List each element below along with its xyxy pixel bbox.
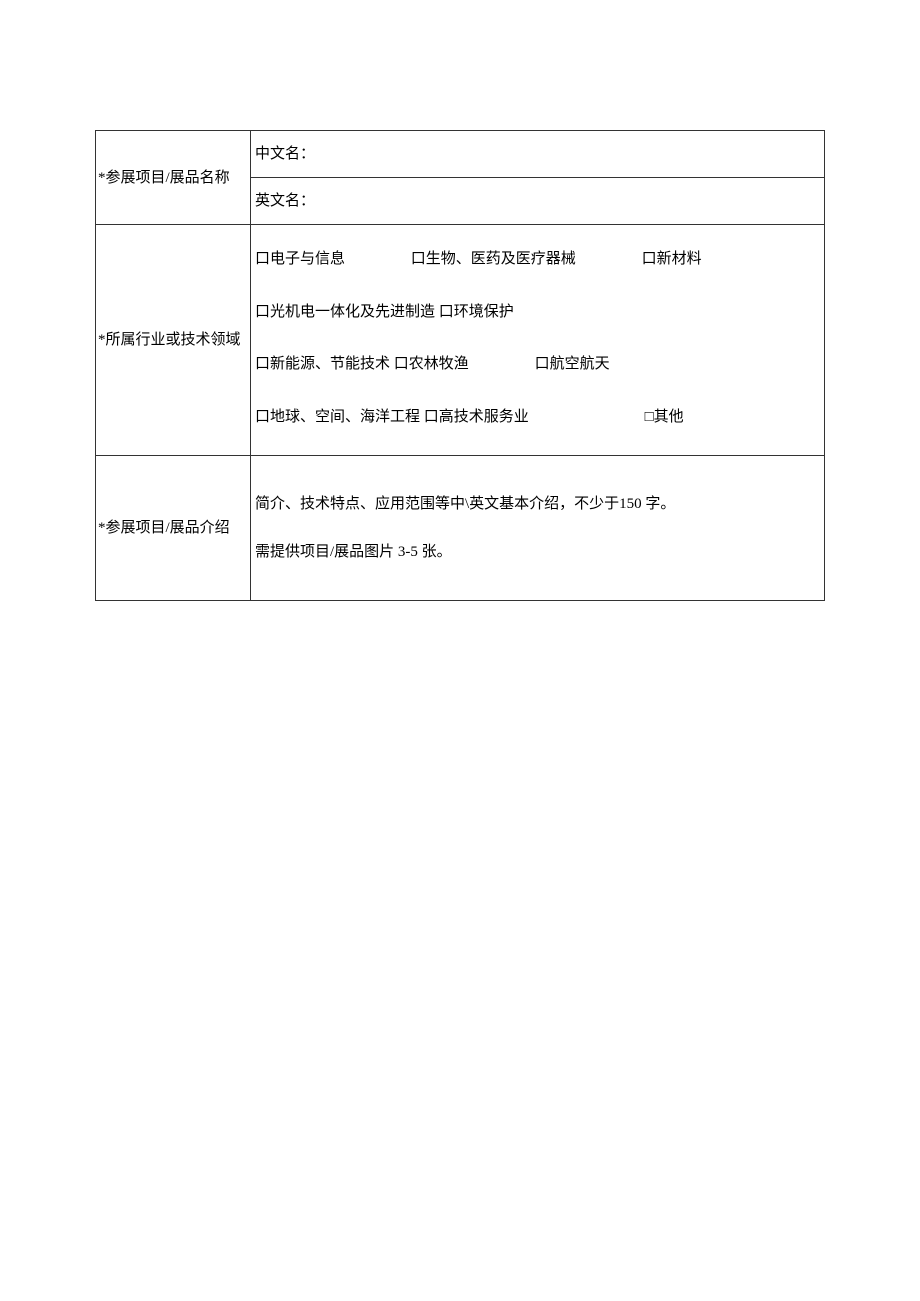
field-english-name[interactable]: 英文名：	[251, 178, 825, 225]
row-industry: *所属行业或技术领域 口电子与信息 口生物、医药及医疗器械 口新材料 口光机电一…	[96, 225, 825, 456]
checkbox-electronics[interactable]: 口	[255, 233, 270, 286]
intro-line-2: 需提供项目/展品图片 3-5 张。	[255, 528, 818, 576]
row-exhibit-intro: *参展项目/展品介绍 简介、技术特点、应用范围等中\英文基本介绍，不少于150 …	[96, 456, 825, 601]
opt-electronics: 电子与信息	[270, 251, 345, 267]
checkbox-aerospace[interactable]: 口	[535, 338, 550, 391]
opt-newmaterial: 新材料	[657, 251, 702, 267]
opt-newenergy: 新能源、节能技术	[270, 356, 390, 372]
option-line-3: 口新能源、节能技术 口农林牧渔 口航空航天	[255, 338, 818, 391]
checkbox-other[interactable]: □	[645, 391, 654, 444]
checkbox-env[interactable]: 口	[439, 286, 454, 339]
opt-hightech: 高技术服务业	[439, 409, 529, 425]
opt-aerospace: 航空航天	[550, 356, 610, 372]
opt-other: 其他	[654, 409, 684, 425]
checkbox-earth[interactable]: 口	[255, 391, 270, 444]
opt-earth: 地球、空间、海洋工程	[270, 409, 420, 425]
checkbox-hightech[interactable]: 口	[424, 391, 439, 444]
row-exhibit-name: *参展项目/展品名称 中文名：	[96, 131, 825, 178]
field-industry-options: 口电子与信息 口生物、医药及医疗器械 口新材料 口光机电一体化及先进制造 口环境…	[251, 225, 825, 456]
opt-env: 环境保护	[454, 304, 514, 320]
checkbox-agri[interactable]: 口	[394, 338, 409, 391]
label-industry: *所属行业或技术领域	[96, 225, 251, 456]
form-table: *参展项目/展品名称 中文名： 英文名： *所属行业或技术领域 口电子与信息 口…	[95, 130, 825, 601]
opt-agri: 农林牧渔	[409, 356, 469, 372]
checkbox-bio[interactable]: 口	[411, 233, 426, 286]
checkbox-newenergy[interactable]: 口	[255, 338, 270, 391]
label-exhibit-name: *参展项目/展品名称	[96, 131, 251, 225]
field-chinese-name[interactable]: 中文名：	[251, 131, 825, 178]
intro-line-1: 简介、技术特点、应用范围等中\英文基本介绍，不少于150 字。	[255, 480, 818, 528]
option-line-2: 口光机电一体化及先进制造 口环境保护	[255, 286, 818, 339]
opt-bio: 生物、医药及医疗器械	[426, 251, 576, 267]
checkbox-optomech[interactable]: 口	[255, 286, 270, 339]
option-line-1: 口电子与信息 口生物、医药及医疗器械 口新材料	[255, 233, 818, 286]
checkbox-newmaterial[interactable]: 口	[642, 233, 657, 286]
option-line-4: 口地球、空间、海洋工程 口高技术服务业 □其他	[255, 391, 818, 444]
label-exhibit-intro: *参展项目/展品介绍	[96, 456, 251, 601]
field-exhibit-intro[interactable]: 简介、技术特点、应用范围等中\英文基本介绍，不少于150 字。 需提供项目/展品…	[251, 456, 825, 601]
opt-optomech: 光机电一体化及先进制造	[270, 304, 435, 320]
